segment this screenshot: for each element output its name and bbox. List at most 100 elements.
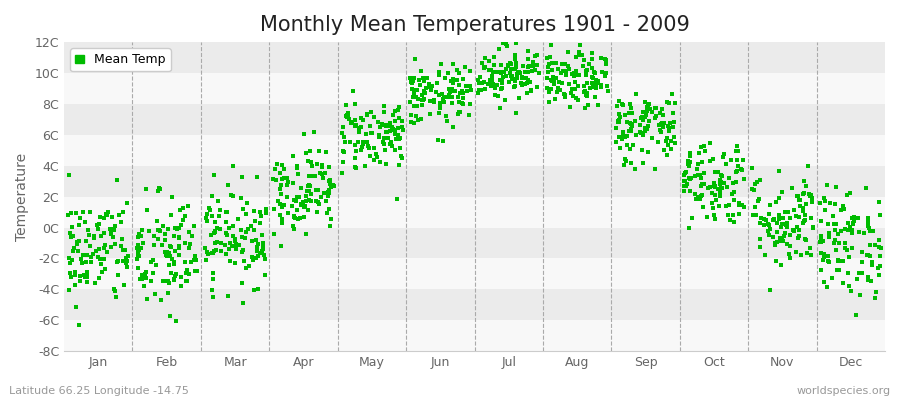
- Point: [337, 149, 351, 156]
- Point: [586, 84, 600, 90]
- Point: [110, 177, 124, 183]
- Point: [507, 66, 521, 72]
- Point: [793, 197, 807, 204]
- Point: [524, 88, 538, 94]
- Point: [698, 170, 712, 176]
- Point: [100, 212, 114, 219]
- Point: [463, 68, 477, 74]
- Point: [94, 261, 108, 268]
- Point: [352, 125, 366, 131]
- Point: [62, 270, 77, 276]
- Point: [394, 124, 409, 130]
- Point: [284, 202, 299, 209]
- Point: [624, 160, 638, 166]
- Point: [163, 312, 177, 319]
- Point: [542, 99, 556, 105]
- Point: [491, 92, 505, 99]
- Point: [693, 175, 707, 181]
- Point: [620, 119, 634, 126]
- Point: [504, 76, 518, 82]
- Point: [642, 101, 656, 107]
- Point: [376, 122, 391, 128]
- Point: [163, 242, 177, 249]
- Point: [662, 100, 676, 106]
- Point: [716, 154, 731, 160]
- Point: [290, 164, 304, 171]
- Point: [553, 86, 567, 93]
- Point: [521, 48, 535, 54]
- Point: [379, 123, 393, 129]
- Point: [105, 226, 120, 232]
- Point: [311, 148, 326, 154]
- Point: [832, 240, 846, 246]
- Point: [835, 280, 850, 286]
- Point: [79, 258, 94, 265]
- Point: [205, 213, 220, 219]
- Point: [266, 176, 280, 182]
- Point: [868, 242, 882, 248]
- Point: [854, 248, 868, 255]
- Point: [814, 266, 828, 273]
- Point: [302, 182, 316, 188]
- Point: [443, 87, 457, 93]
- Point: [352, 125, 366, 132]
- Point: [862, 253, 877, 259]
- Point: [179, 278, 194, 284]
- Point: [68, 269, 82, 276]
- Point: [789, 248, 804, 255]
- Point: [565, 93, 580, 99]
- Point: [706, 156, 720, 162]
- Point: [221, 182, 236, 188]
- Point: [73, 277, 87, 284]
- Point: [359, 131, 374, 137]
- Point: [178, 278, 193, 284]
- Point: [224, 192, 238, 198]
- Point: [389, 136, 403, 142]
- Point: [775, 189, 789, 195]
- Point: [250, 243, 265, 250]
- Point: [617, 156, 632, 162]
- Point: [837, 206, 851, 212]
- Point: [510, 69, 525, 75]
- Point: [709, 197, 724, 204]
- Point: [609, 102, 624, 109]
- Point: [296, 199, 310, 205]
- Point: [667, 134, 681, 140]
- Point: [787, 228, 801, 234]
- Point: [388, 147, 402, 154]
- Point: [753, 177, 768, 183]
- Point: [752, 198, 766, 204]
- Point: [274, 185, 288, 192]
- Point: [322, 178, 337, 184]
- Point: [557, 91, 572, 97]
- Point: [202, 205, 216, 211]
- Point: [693, 196, 707, 202]
- Point: [105, 234, 120, 240]
- Point: [654, 121, 669, 128]
- Point: [205, 294, 220, 300]
- Point: [463, 83, 477, 90]
- Point: [707, 216, 722, 222]
- Point: [304, 198, 319, 204]
- Point: [828, 237, 842, 243]
- Point: [712, 203, 726, 209]
- Point: [269, 177, 284, 183]
- Point: [745, 186, 760, 192]
- Point: [697, 143, 711, 150]
- Point: [474, 80, 489, 87]
- Point: [653, 129, 668, 135]
- Point: [662, 141, 676, 148]
- Point: [225, 243, 239, 249]
- Point: [841, 192, 855, 198]
- Point: [304, 163, 319, 169]
- Point: [82, 232, 96, 238]
- Point: [136, 240, 150, 246]
- Point: [310, 161, 324, 167]
- Point: [842, 227, 856, 233]
- Point: [817, 206, 832, 213]
- Point: [150, 236, 165, 242]
- Point: [208, 219, 222, 225]
- Point: [663, 120, 678, 126]
- Point: [234, 194, 248, 201]
- Point: [266, 231, 281, 237]
